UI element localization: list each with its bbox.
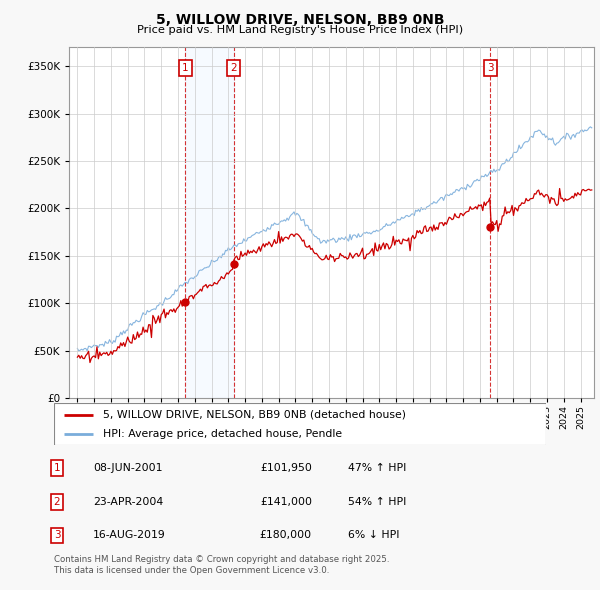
Text: 2: 2 [230,63,237,73]
Text: 6% ↓ HPI: 6% ↓ HPI [348,530,400,540]
Text: 08-JUN-2001: 08-JUN-2001 [93,463,163,473]
Text: HPI: Average price, detached house, Pendle: HPI: Average price, detached house, Pend… [103,430,343,440]
Text: Contains HM Land Registry data © Crown copyright and database right 2025.
This d: Contains HM Land Registry data © Crown c… [54,555,389,575]
Text: £101,950: £101,950 [260,463,312,473]
Text: 5, WILLOW DRIVE, NELSON, BB9 0NB: 5, WILLOW DRIVE, NELSON, BB9 0NB [156,13,444,27]
Text: 5, WILLOW DRIVE, NELSON, BB9 0NB (detached house): 5, WILLOW DRIVE, NELSON, BB9 0NB (detach… [103,410,406,420]
Text: 3: 3 [53,530,61,540]
Text: 2: 2 [53,497,61,507]
Text: £141,000: £141,000 [260,497,312,507]
Text: 16-AUG-2019: 16-AUG-2019 [93,530,166,540]
Text: 3: 3 [487,63,494,73]
Text: 47% ↑ HPI: 47% ↑ HPI [348,463,406,473]
Text: 1: 1 [182,63,189,73]
Text: 23-APR-2004: 23-APR-2004 [93,497,163,507]
Bar [185,47,233,398]
Text: Price paid vs. HM Land Registry's House Price Index (HPI): Price paid vs. HM Land Registry's House … [137,25,463,35]
Text: 1: 1 [53,463,61,473]
Text: £180,000: £180,000 [260,530,312,540]
Text: 54% ↑ HPI: 54% ↑ HPI [348,497,406,507]
